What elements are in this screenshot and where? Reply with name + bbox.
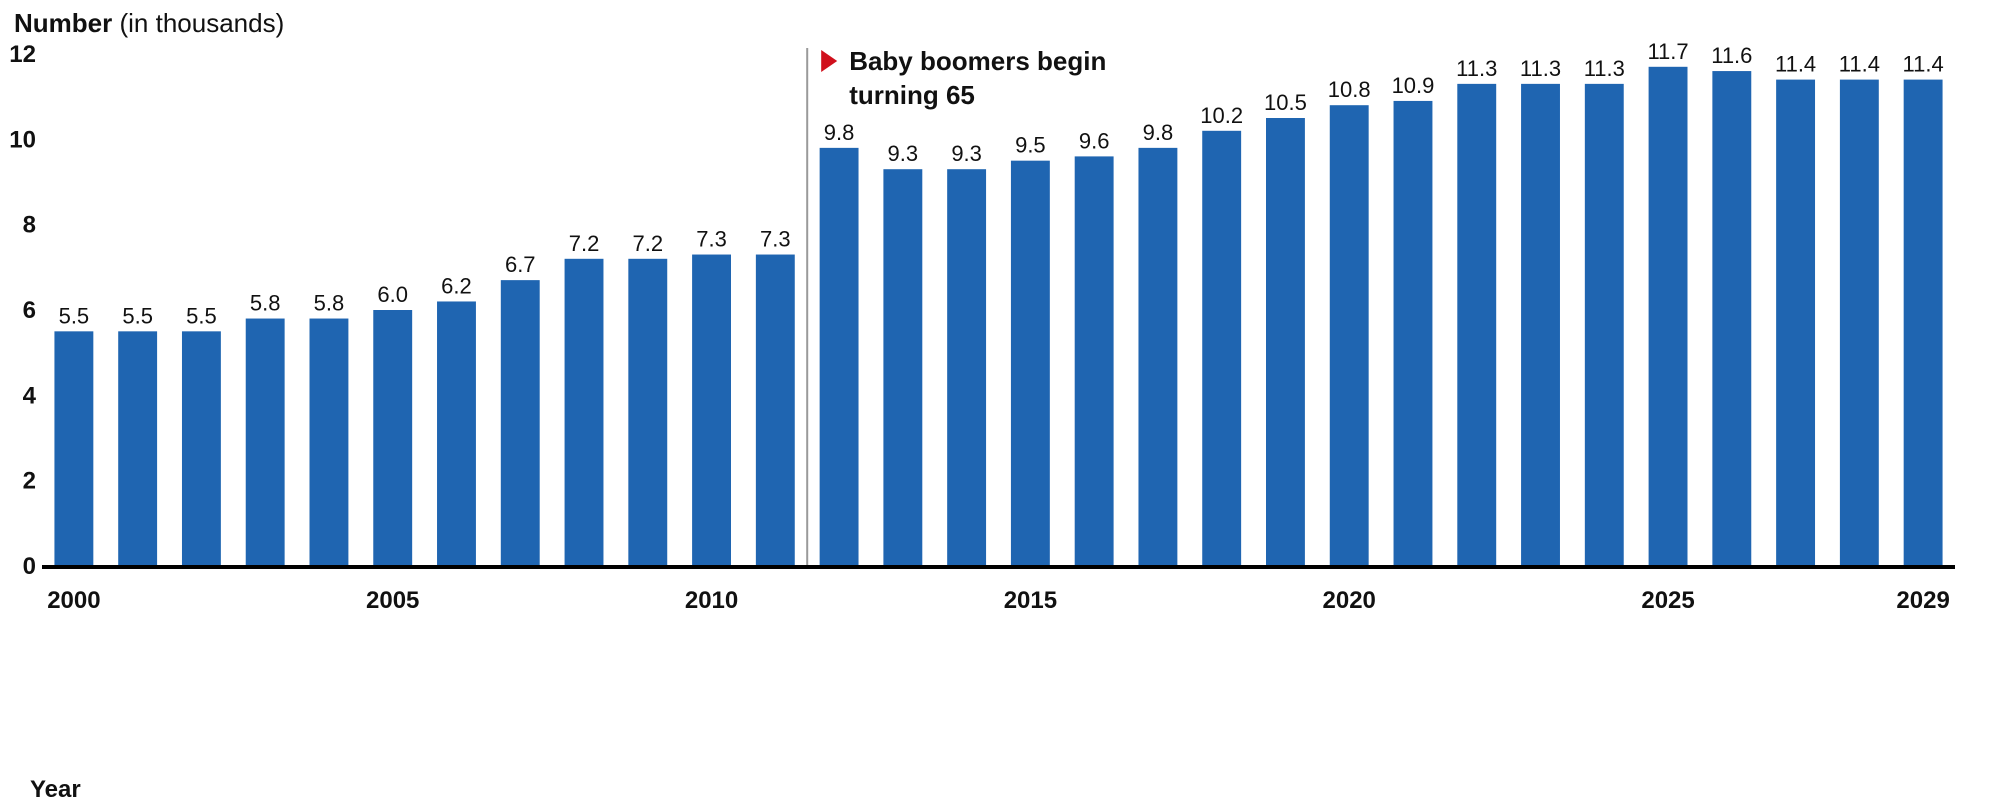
y-tick-label: 8 [23,212,36,239]
bar [309,318,349,566]
x-tick-label: 2025 [1641,587,1694,614]
data-label: 11.6 [1711,43,1752,68]
data-label: 11.4 [1775,52,1816,77]
data-label: 6.2 [441,273,472,298]
data-label: 5.5 [59,303,90,328]
data-label: 10.8 [1328,77,1371,102]
bar [181,331,221,566]
bar [628,258,668,566]
data-label: 10.5 [1264,90,1307,115]
bar [1138,147,1178,566]
data-labels: 5.5 5.5 5.5 5.8 5.8 6.0 6.2 6.7 7.2 7.2 7.3 7.3 9.8 9… [59,39,1944,329]
data-label: 9.3 [888,141,919,166]
x-tick-label: 2015 [1004,587,1057,614]
y-tick-label: 12 [9,41,36,68]
data-label: 5.8 [250,291,281,316]
bar [819,147,859,566]
bar [500,280,540,566]
data-label: 11.3 [1456,56,1497,81]
data-label: 7.3 [760,227,791,252]
data-label: 6.7 [505,252,536,277]
data-label: 11.4 [1839,52,1880,77]
bar [245,318,285,566]
data-label: 10.9 [1392,73,1435,98]
data-label: 6.0 [377,282,408,307]
data-label: 7.2 [569,231,600,256]
y-axis-title: Number (in thousands) [14,8,284,38]
bars [54,66,1943,567]
y-axis-title-unit: (in thousands) [112,8,284,38]
y-tick-label: 6 [23,297,36,324]
bar [1457,83,1497,566]
data-label: 9.8 [1143,120,1174,145]
bar [437,301,476,566]
annotation-line-2: turning 65 [849,80,975,110]
bar [118,331,158,566]
bar [1266,118,1305,566]
bar [1839,79,1879,566]
data-label: 10.2 [1200,103,1243,128]
bar [1648,66,1688,567]
data-label: 5.5 [186,303,217,328]
bar [1329,105,1369,566]
bar [1776,79,1816,566]
data-label: 9.6 [1079,128,1110,153]
bar [1712,71,1752,567]
x-axis-title: Year [30,776,81,803]
data-label: 5.5 [122,303,153,328]
bar [1903,79,1943,566]
annotation-line-1: Baby boomers begin [849,46,1106,76]
y-tick-label: 10 [9,126,36,153]
y-axis-title-bold: Number [14,8,112,38]
bar [1010,160,1050,566]
bar [755,254,795,567]
data-label: 7.3 [696,227,727,252]
x-tick-label: 2020 [1323,587,1376,614]
bar [564,258,604,566]
y-tick-label: 0 [23,553,36,580]
bar [947,169,987,566]
bar [373,310,413,566]
data-label: 11.7 [1647,39,1688,64]
bar [1393,100,1433,566]
data-label: 9.3 [951,141,982,166]
y-axis-ticks: 0 2 4 6 8 10 12 [9,41,36,580]
x-axis-ticks: 2000 2005 2010 2015 2020 2025 2029 [47,587,1950,614]
data-label: 7.2 [632,231,663,256]
annotation: Baby boomers begin turning 65 [821,46,1106,110]
data-label: 11.3 [1584,56,1625,81]
data-label: 9.5 [1015,133,1046,158]
bar [1202,130,1242,567]
bar [883,169,923,566]
data-label: 11.3 [1520,56,1561,81]
annotation-arrow-icon [821,50,838,72]
y-tick-label: 4 [23,382,37,409]
bar [54,331,94,566]
x-tick-label: 2005 [366,587,419,614]
data-label: 11.4 [1903,52,1944,77]
data-label: 5.8 [314,291,345,316]
x-tick-label: 2029 [1896,587,1949,614]
bar [1584,83,1624,566]
x-tick-label: 2000 [47,587,100,614]
bar [692,254,731,567]
bar [1521,83,1560,566]
x-tick-label: 2010 [685,587,738,614]
bar [1074,156,1114,566]
y-tick-label: 2 [23,468,36,495]
data-label: 9.8 [824,120,855,145]
